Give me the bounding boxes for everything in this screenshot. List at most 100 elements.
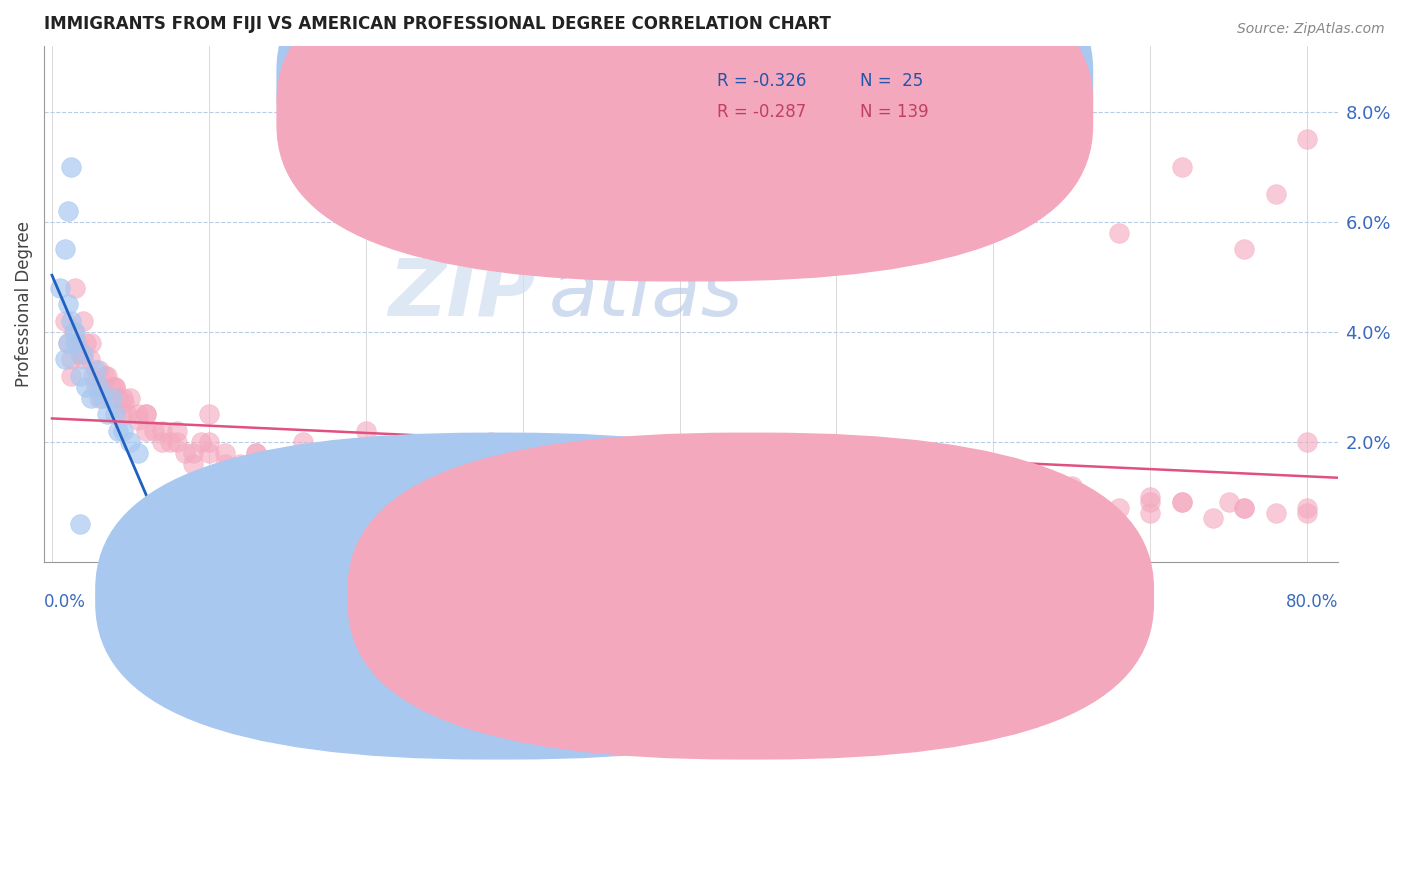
Point	[66, 335, 89, 350]
Point	[825, 490, 848, 504]
Point	[79, 352, 101, 367]
Point	[920, 500, 942, 515]
Point	[84, 379, 107, 393]
Point	[80, 391, 103, 405]
Point	[308, 457, 330, 471]
Point	[1045, 495, 1067, 509]
Point	[668, 490, 690, 504]
Text: N =  25: N = 25	[859, 71, 922, 89]
Point	[107, 391, 129, 405]
Point	[1233, 500, 1256, 515]
Point	[59, 160, 82, 174]
Point	[825, 473, 848, 487]
Point	[166, 424, 188, 438]
Point	[91, 379, 114, 393]
Point	[120, 391, 142, 405]
Point	[229, 457, 252, 471]
Point	[354, 473, 377, 487]
Point	[512, 462, 534, 476]
Text: N = 139: N = 139	[859, 103, 928, 120]
Point	[589, 478, 612, 492]
Point	[245, 445, 267, 459]
Point	[323, 467, 346, 482]
Point	[904, 478, 927, 492]
FancyBboxPatch shape	[645, 59, 983, 136]
Point	[370, 473, 392, 487]
Point	[950, 467, 973, 482]
Point	[87, 391, 110, 405]
Point	[69, 346, 91, 360]
Point	[385, 445, 408, 459]
Point	[104, 407, 127, 421]
Point	[574, 478, 596, 492]
Point	[1014, 500, 1036, 515]
Point	[731, 483, 754, 498]
Point	[76, 379, 98, 393]
Text: 80.0%: 80.0%	[1286, 593, 1339, 612]
Point	[56, 335, 79, 350]
Point	[354, 473, 377, 487]
Point	[308, 462, 330, 476]
Point	[127, 412, 149, 426]
Point	[214, 445, 236, 459]
Point	[117, 407, 139, 421]
Point	[96, 407, 118, 421]
Point	[56, 335, 79, 350]
Point	[1139, 506, 1161, 520]
Point	[433, 478, 456, 492]
Point	[1233, 500, 1256, 515]
Point	[159, 434, 181, 449]
Point	[291, 467, 314, 482]
Point	[59, 368, 82, 383]
Point	[950, 495, 973, 509]
Point	[174, 445, 197, 459]
Point	[100, 391, 122, 405]
FancyBboxPatch shape	[277, 0, 1092, 281]
Text: ZIP: ZIP	[388, 255, 536, 333]
Point	[107, 424, 129, 438]
Point	[198, 434, 221, 449]
Point	[668, 445, 690, 459]
Point	[65, 280, 87, 294]
Point	[87, 379, 110, 393]
Point	[981, 490, 1004, 504]
Point	[1202, 511, 1225, 525]
Point	[53, 313, 76, 327]
Point	[512, 462, 534, 476]
Point	[1170, 495, 1192, 509]
Point	[668, 478, 690, 492]
Point	[543, 457, 565, 471]
Text: R = -0.326: R = -0.326	[717, 71, 807, 89]
FancyBboxPatch shape	[349, 434, 1153, 759]
Point	[72, 352, 94, 367]
Point	[291, 462, 314, 476]
Point	[291, 434, 314, 449]
Point	[59, 313, 82, 327]
Point	[111, 391, 134, 405]
Point	[402, 478, 425, 492]
Point	[637, 483, 659, 498]
Point	[181, 457, 204, 471]
Point	[59, 352, 82, 367]
Point	[112, 396, 135, 410]
Point	[69, 368, 91, 383]
Point	[606, 490, 628, 504]
Point	[120, 434, 142, 449]
Point	[512, 483, 534, 498]
Point	[198, 407, 221, 421]
Point	[56, 297, 79, 311]
Point	[700, 495, 723, 509]
Point	[479, 434, 502, 449]
Point	[1014, 506, 1036, 520]
Point	[72, 313, 94, 327]
Point	[87, 363, 110, 377]
Point	[69, 516, 91, 531]
Point	[135, 407, 157, 421]
Text: Immigrants from Fiji: Immigrants from Fiji	[520, 596, 688, 614]
Point	[449, 483, 471, 498]
Point	[354, 424, 377, 438]
Point	[794, 490, 817, 504]
Point	[1108, 500, 1130, 515]
Point	[1170, 495, 1192, 509]
Point	[49, 280, 72, 294]
